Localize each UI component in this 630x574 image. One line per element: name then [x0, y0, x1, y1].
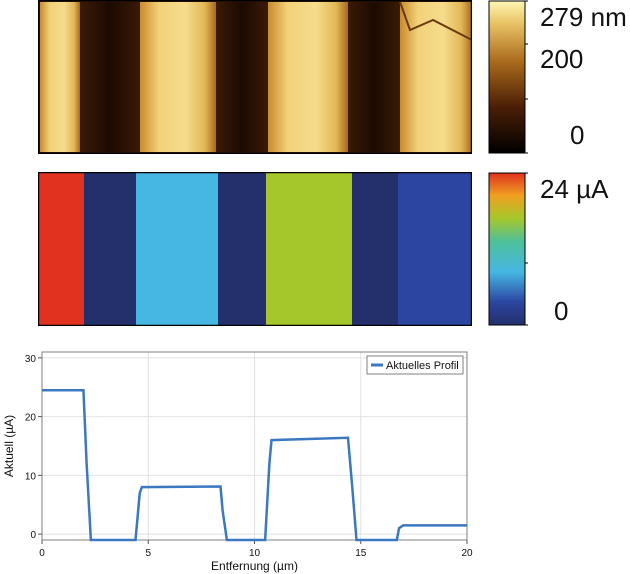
legend-box	[366, 355, 464, 375]
y-tick-label: 30	[25, 354, 37, 365]
legend: Aktuelles Profil	[366, 355, 464, 375]
x-tick-label: 5	[145, 548, 151, 559]
x-tick-label: 0	[39, 548, 45, 559]
topo-defect	[399, 1, 472, 41]
topography-map	[38, 0, 472, 154]
current-stripe	[352, 172, 398, 326]
topo-colorbar-mid-label: 200	[540, 44, 584, 74]
x-tick-label: 10	[249, 548, 261, 559]
current-stripe	[136, 172, 218, 326]
topography-colorbar	[488, 0, 528, 154]
current-stripe	[84, 172, 136, 326]
legend-label: Aktuelles Profil	[386, 360, 459, 372]
y-tick-label: 10	[25, 471, 37, 482]
topo-ridge	[400, 2, 472, 152]
topo-ridge	[268, 2, 348, 152]
topo-ridge	[40, 2, 80, 152]
topo-valley	[80, 2, 140, 152]
current-map	[38, 172, 472, 326]
y-tick-label: 20	[25, 413, 37, 424]
current-colorbar	[488, 172, 528, 326]
current-stripe	[218, 172, 266, 326]
series-line-aktuelles-profil	[42, 388, 467, 542]
topo-ridge	[140, 2, 216, 152]
y-tick-label: 0	[30, 530, 36, 541]
topo-valley	[216, 2, 268, 152]
current-stripe	[38, 172, 84, 326]
x-tick-label: 20	[461, 548, 473, 559]
current-colorbar-min-label: 0	[554, 296, 569, 326]
x-tick-label: 15	[355, 548, 367, 559]
topo-valley	[348, 2, 400, 152]
current-profile-chart: 0 5 10 15 20 0 10 20 30 Aktuelles Profil Entfern…	[2, 351, 473, 573]
current-colorbar-max-label: 24 µA	[540, 174, 609, 204]
current-stripe	[266, 172, 352, 326]
topo-colorbar-min-label: 0	[570, 120, 585, 150]
x-axis-label: Entfernung (µm)	[211, 559, 298, 573]
current-stripe	[398, 172, 472, 326]
topo-colorbar-max-label: 279 nm	[540, 2, 627, 32]
y-axis-label: Aktuell (µA)	[2, 415, 16, 477]
